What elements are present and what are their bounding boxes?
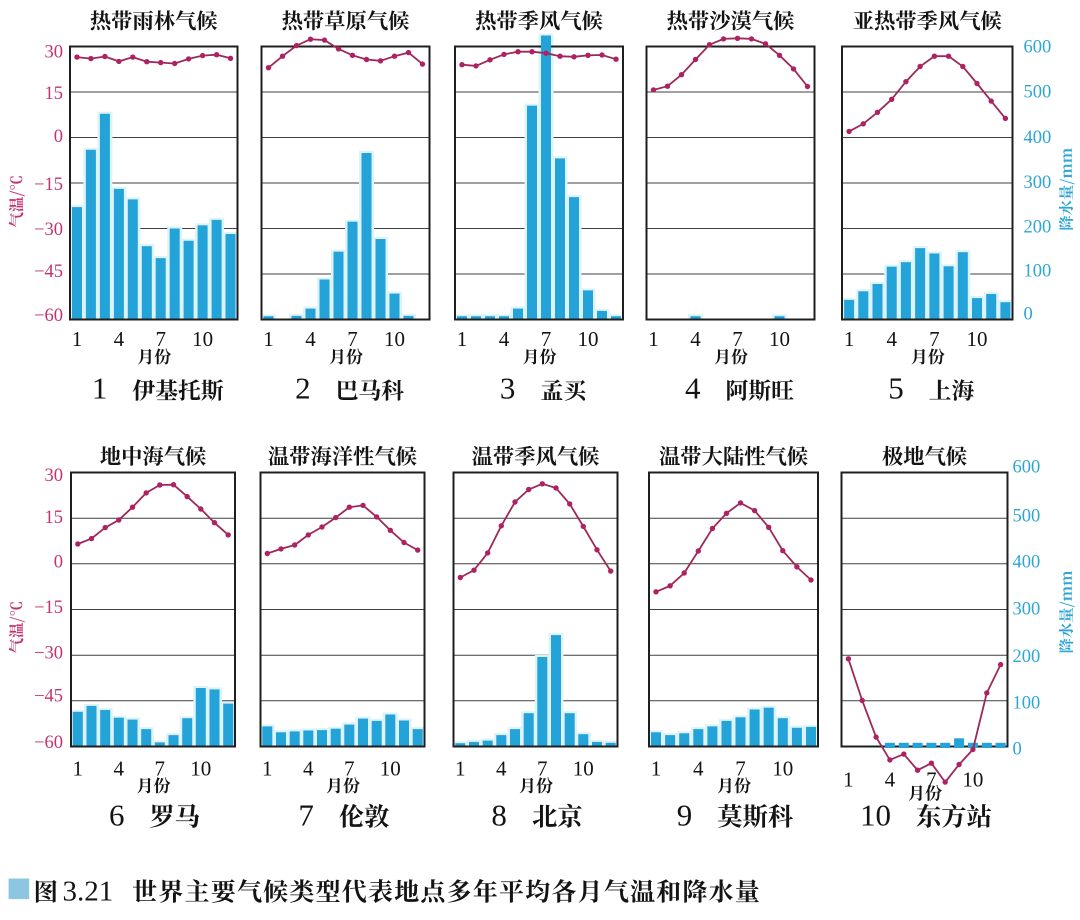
svg-text:−30: −30	[34, 644, 63, 664]
svg-text:1: 1	[457, 327, 468, 351]
svg-text:1: 1	[843, 768, 854, 792]
svg-text:10: 10	[573, 756, 594, 780]
svg-text:4: 4	[305, 327, 316, 351]
svg-text:4: 4	[685, 371, 701, 406]
svg-text:15: 15	[45, 508, 64, 528]
svg-text:4: 4	[690, 327, 701, 351]
svg-text:500: 500	[1024, 83, 1052, 103]
svg-text:−45: −45	[34, 687, 63, 707]
svg-text:10: 10	[190, 756, 211, 780]
svg-text:4: 4	[114, 327, 125, 351]
svg-text:−60: −60	[34, 306, 63, 326]
svg-text:−60: −60	[34, 733, 63, 753]
svg-text:7: 7	[155, 756, 166, 780]
svg-text:7: 7	[347, 327, 358, 351]
svg-text:6: 6	[109, 798, 125, 833]
svg-text:10: 10	[578, 327, 599, 351]
svg-text:0: 0	[54, 552, 63, 572]
svg-text:200: 200	[1013, 647, 1041, 667]
svg-text:1: 1	[262, 756, 273, 780]
svg-text:1: 1	[844, 327, 855, 351]
svg-text:400: 400	[1013, 553, 1041, 573]
svg-text:100: 100	[1024, 262, 1052, 282]
svg-text:300: 300	[1024, 173, 1052, 193]
svg-text:10: 10	[962, 768, 983, 792]
svg-text:7: 7	[541, 327, 552, 351]
svg-text:−15: −15	[34, 598, 63, 618]
svg-text:8: 8	[491, 798, 507, 833]
svg-text:7: 7	[929, 327, 940, 351]
svg-text:2: 2	[295, 371, 311, 406]
svg-text:4: 4	[114, 756, 125, 780]
svg-text:−45: −45	[34, 262, 63, 282]
svg-text:4: 4	[303, 756, 314, 780]
svg-text:0: 0	[54, 127, 63, 147]
svg-text:1: 1	[263, 327, 274, 351]
svg-text:−15: −15	[34, 175, 63, 195]
svg-text:3: 3	[500, 371, 516, 406]
svg-text:9: 9	[677, 798, 693, 833]
svg-text:400: 400	[1024, 128, 1052, 148]
svg-text:1: 1	[648, 327, 659, 351]
svg-text:7: 7	[735, 756, 746, 780]
svg-text:7: 7	[537, 756, 548, 780]
svg-text:4: 4	[886, 327, 897, 351]
svg-text:7: 7	[155, 327, 166, 351]
svg-text:−30: −30	[34, 220, 63, 240]
svg-text:10: 10	[384, 327, 405, 351]
svg-text:0: 0	[1013, 740, 1022, 760]
svg-text:0: 0	[1024, 305, 1033, 325]
svg-text:10: 10	[967, 327, 988, 351]
svg-text:10: 10	[860, 798, 891, 833]
svg-text:10: 10	[192, 327, 213, 351]
svg-text:300: 300	[1013, 600, 1041, 620]
svg-text:500: 500	[1013, 506, 1041, 526]
svg-text:10: 10	[772, 756, 793, 780]
svg-text:7: 7	[732, 327, 743, 351]
svg-text:1: 1	[455, 756, 466, 780]
svg-text:5: 5	[888, 371, 904, 406]
svg-text:10: 10	[380, 756, 401, 780]
svg-text:30: 30	[45, 42, 64, 62]
svg-text:4: 4	[496, 756, 507, 780]
svg-text:7: 7	[344, 756, 355, 780]
svg-text:10: 10	[769, 327, 790, 351]
svg-text:7: 7	[298, 798, 314, 833]
svg-text:15: 15	[45, 84, 64, 104]
svg-text:30: 30	[45, 466, 64, 486]
svg-text:1: 1	[92, 371, 108, 406]
svg-text:4: 4	[693, 756, 704, 780]
svg-text:100: 100	[1013, 694, 1041, 714]
svg-text:200: 200	[1024, 218, 1052, 238]
svg-text:4: 4	[885, 768, 896, 792]
svg-text:7: 7	[926, 768, 937, 792]
svg-text:1: 1	[651, 756, 662, 780]
svg-text:1: 1	[72, 327, 83, 351]
svg-text:600: 600	[1024, 38, 1052, 58]
svg-text:600: 600	[1013, 458, 1041, 478]
svg-text:1: 1	[73, 756, 84, 780]
svg-text:4: 4	[499, 327, 510, 351]
svg-text:3.21: 3.21	[63, 876, 114, 908]
